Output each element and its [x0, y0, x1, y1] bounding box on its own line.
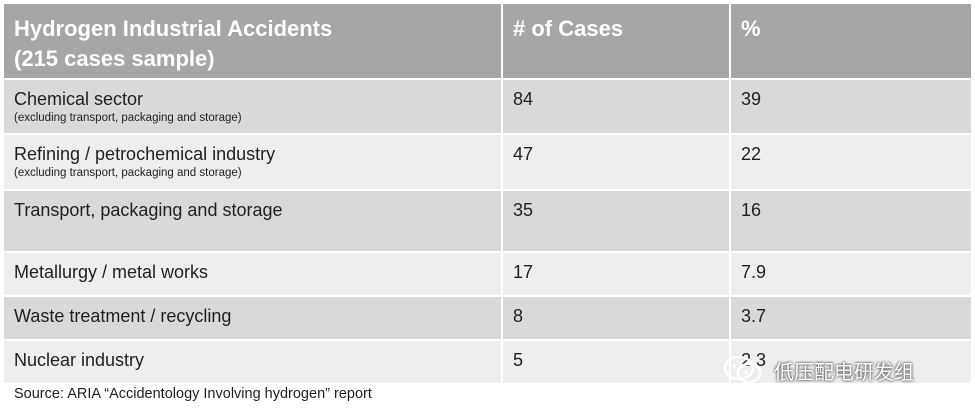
- source-caption: Source: ARIA “Accidentology Involving hy…: [14, 386, 372, 402]
- sector-note: (excluding transport, packaging and stor…: [14, 167, 242, 179]
- header-percent: %: [741, 16, 761, 41]
- header-sample-size: (215 cases sample): [14, 46, 215, 71]
- header-cases: # of Cases: [503, 4, 731, 78]
- cases-cell: 84: [503, 80, 731, 133]
- sector-name: Nuclear industry: [14, 350, 145, 370]
- table-row: Refining / petrochemical industry (exclu…: [4, 135, 971, 191]
- sector-cell: Transport, packaging and storage: [4, 191, 503, 251]
- sector-cell: Nuclear industry: [4, 341, 503, 383]
- wechat-icon: [723, 355, 762, 384]
- sector-name: Metallurgy / metal works: [14, 262, 209, 282]
- sector-cell: Chemical sector (excluding transport, pa…: [4, 80, 503, 133]
- table-row: Metallurgy / metal works 17 7.9: [4, 253, 971, 297]
- cases-cell: 5: [503, 341, 731, 383]
- sector-name: Transport, packaging and storage: [14, 200, 283, 220]
- sector-name: Refining / petrochemical industry: [14, 144, 276, 164]
- accidents-table: Hydrogen Industrial Accidents (215 cases…: [4, 4, 971, 385]
- percent-cell: 7.9: [741, 262, 767, 282]
- header-accidents: Hydrogen Industrial Accidents (215 cases…: [4, 4, 503, 78]
- sector-name: Waste treatment / recycling: [14, 306, 232, 326]
- sector-cell: Waste treatment / recycling: [4, 297, 503, 339]
- table-header: Hydrogen Industrial Accidents (215 cases…: [4, 4, 971, 80]
- cases-cell: 8: [503, 297, 731, 339]
- sector-cell: Metallurgy / metal works: [4, 253, 503, 295]
- watermark-text: 低压配电研发组: [774, 359, 914, 384]
- percent-cell: 16: [741, 200, 762, 220]
- cases-cell: 35: [503, 191, 731, 251]
- percent-cell: 3.7: [741, 306, 767, 326]
- sector-name: Chemical sector: [14, 89, 144, 109]
- table-row: Chemical sector (excluding transport, pa…: [4, 80, 971, 135]
- table-row: Waste treatment / recycling 8 3.7: [4, 297, 971, 341]
- percent-cell: 39: [741, 89, 762, 109]
- sector-cell: Refining / petrochemical industry (exclu…: [4, 135, 503, 189]
- percent-cell: 22: [741, 144, 762, 164]
- table-row: Transport, packaging and storage 35 16: [4, 191, 971, 253]
- cases-cell: 47: [503, 135, 731, 189]
- cases-cell: 17: [503, 253, 731, 295]
- watermark: 低压配电研发组: [722, 352, 914, 388]
- sector-note: (excluding transport, packaging and stor…: [14, 112, 242, 124]
- header-accidents-title: Hydrogen Industrial Accidents: [14, 16, 333, 41]
- table-row: Nuclear industry 5 2.3: [4, 341, 971, 385]
